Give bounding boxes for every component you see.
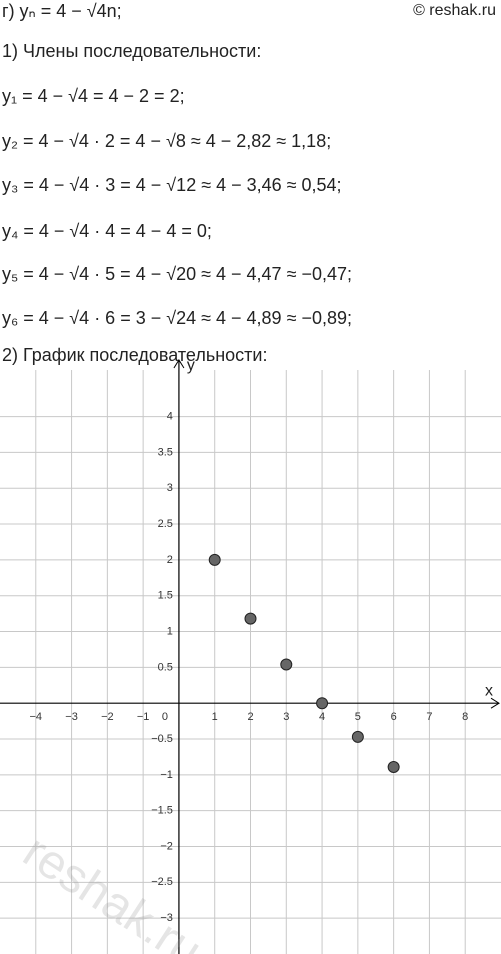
- point: [387, 760, 400, 773]
- y-tick-label: −3: [160, 912, 173, 924]
- y-tick-label: 2: [167, 554, 173, 566]
- y-arrow: [173, 359, 185, 369]
- y-tick-label: 2.5: [158, 518, 173, 530]
- x-tick-label: 7: [426, 711, 432, 723]
- text-line: y₆ = 4 − √4 · 6 = 3 − √24 ≈ 4 − 4,89 ≈ −…: [2, 308, 352, 328]
- x-tick-label: 6: [391, 711, 397, 723]
- y-tick-label: 1.5: [158, 590, 173, 602]
- text-line: y₄ = 4 − √4 · 4 = 4 − 4 = 0;: [2, 221, 212, 241]
- x-tick-label: −1: [137, 711, 150, 723]
- x-tick-label: 2: [247, 711, 253, 723]
- text-line: 1) Члены последовательности:: [2, 41, 261, 61]
- x-axis-label: x: [485, 682, 493, 699]
- y-tick-label: −1.5: [151, 805, 173, 817]
- text-line: 2) График последовательности:: [2, 345, 267, 365]
- x-tick-label: 3: [283, 711, 289, 723]
- watermark: reshak.ru: [14, 825, 211, 954]
- text-line: y₁ = 4 − √4 = 4 − 2 = 2;: [2, 86, 185, 106]
- origin-label: 0: [162, 711, 168, 723]
- text-line: y₃ = 4 − √4 · 3 = 4 − √12 ≈ 4 − 3,46 ≈ 0…: [2, 175, 342, 195]
- point: [280, 658, 293, 671]
- y-tick-label: −2.5: [151, 876, 173, 888]
- y-tick-label: −0.5: [151, 733, 173, 745]
- x-tick-label: 1: [212, 711, 218, 723]
- point: [316, 697, 329, 710]
- y-axis-label: y: [187, 357, 195, 374]
- y-tick-label: 4: [167, 410, 173, 422]
- text-line: y₂ = 4 − √4 · 2 = 4 − √8 ≈ 4 − 2,82 ≈ 1,…: [2, 131, 331, 151]
- y-tick-label: 3.5: [158, 446, 173, 458]
- text-line: г) yₙ = 4 − √4n;: [2, 1, 122, 21]
- x-tick-label: 8: [462, 711, 468, 723]
- y-tick-label: −1: [160, 769, 173, 781]
- copyright: © reshak.ru: [413, 2, 496, 19]
- x-tick-label: −4: [30, 711, 43, 723]
- x-tick-label: −2: [101, 711, 114, 723]
- x-arrow: [490, 697, 500, 709]
- y-tick-label: 3: [167, 482, 173, 494]
- x-tick-label: 5: [355, 711, 361, 723]
- text-line: y₅ = 4 − √4 · 5 = 4 − √20 ≈ 4 − 4,47 ≈ −…: [2, 264, 352, 284]
- point: [244, 612, 257, 625]
- point: [208, 553, 221, 566]
- point: [351, 730, 364, 743]
- y-tick-label: −2: [160, 840, 173, 852]
- y-tick-label: 0.5: [158, 661, 173, 673]
- y-tick-label: 1: [167, 625, 173, 637]
- x-tick-label: −3: [65, 711, 78, 723]
- x-tick-label: 4: [319, 711, 325, 723]
